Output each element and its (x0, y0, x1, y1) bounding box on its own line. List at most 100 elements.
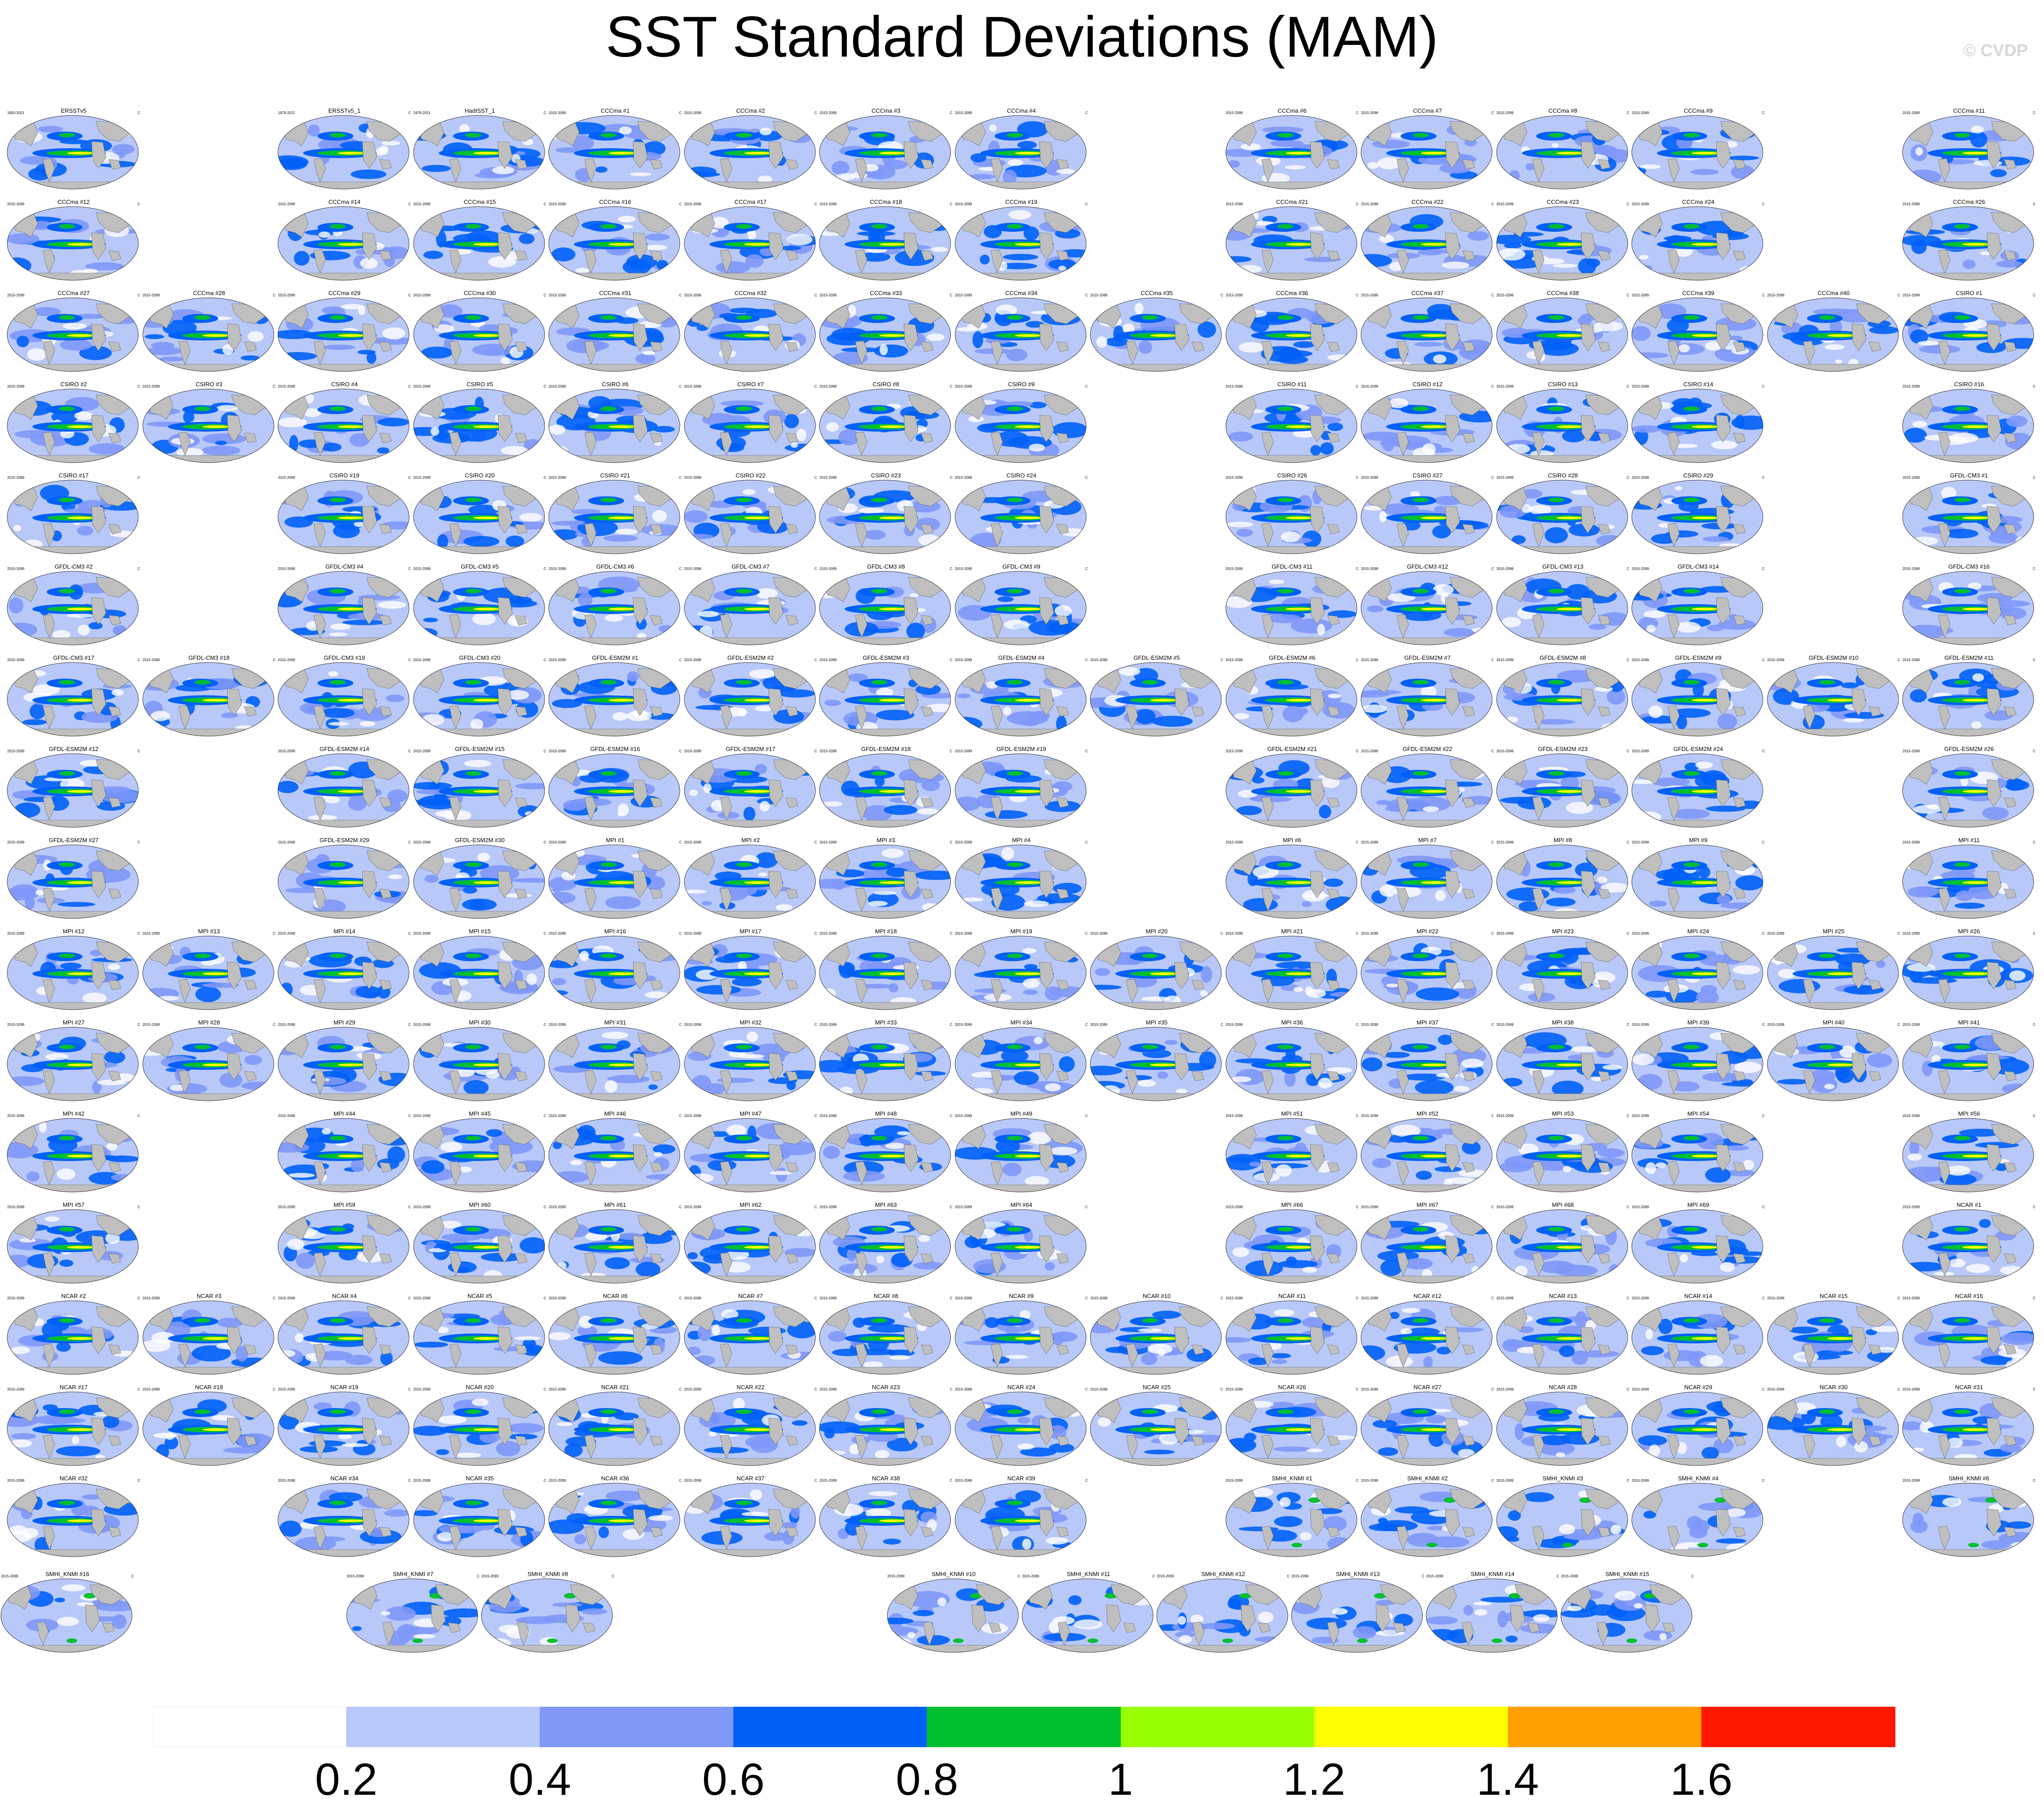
panel-units: C (1491, 1114, 1494, 1118)
map-panel: CCCma #27 2015-2099 C (6, 287, 141, 377)
sst-map (1361, 115, 1493, 190)
panel-title: GFDL-CM3 #2 (54, 563, 93, 570)
map-panel: CSIRO #16 2015-2099 C (1902, 378, 2036, 468)
panel-title: SMHI_KNMI #2 (1407, 1475, 1448, 1482)
sst-map (1902, 115, 2034, 190)
panel-title: GFDL-ESM2M #6 (1269, 654, 1316, 661)
colorbar-tick-label: 0.4 (508, 1754, 571, 1805)
panel-units: C (1356, 749, 1359, 753)
panel-units: C (137, 202, 140, 206)
panel-period: 2015-2099 (142, 1387, 160, 1391)
panel-units: C (1085, 567, 1088, 571)
panel-period: 2015-2099 (1632, 111, 1649, 115)
panel-period: 2015-2099 (278, 749, 295, 753)
sst-map (142, 1027, 274, 1101)
map-panel: NCAR #1 2015-2099 C (1902, 1199, 2036, 1289)
map-panel: NCAR #22 2015-2099 C (683, 1381, 818, 1471)
panel-title: NCAR #1 (1956, 1201, 1982, 1208)
panel-period: 1979-2021 (278, 111, 295, 115)
map-grid: ERSSTv5 1950-2021 C ERSSTv5_1 1979-2021 C HadI… (0, 105, 2036, 1653)
map-panel: MPI #57 2015-2099 C (6, 1199, 141, 1289)
sst-map (1361, 389, 1493, 463)
panel-title: CCCma #33 (870, 290, 902, 296)
panel-period: 2015-2099 (1496, 658, 1514, 662)
sst-map (1631, 1027, 1763, 1101)
sst-map (684, 753, 815, 828)
map-panel: CCCma #7 2015-2099 C (1360, 105, 1495, 194)
panel-period: 2015-2099 (955, 658, 972, 662)
panel-units: C (2033, 749, 2035, 753)
panel-units: C (543, 567, 546, 571)
panel-units: C (679, 567, 682, 571)
panel-period: 2015-2099 (1496, 1114, 1514, 1118)
panel-period: 2015-2099 (684, 1205, 701, 1209)
panel-units: C (950, 749, 952, 753)
panel-title: MPI #46 (604, 1110, 626, 1117)
map-panel: CCCma #19 2015-2099 C (954, 196, 1089, 286)
panel-units: C (1626, 384, 1630, 389)
map-panel: NCAR #14 2015-2099 C (1631, 1290, 1766, 1380)
map-panel: GFDL-ESM2M #3 2015-2099 C (819, 652, 953, 742)
panel-title: MPI #29 (333, 1019, 356, 1026)
panel-title: MPI #31 (604, 1019, 626, 1026)
panel-title: CCCma #3 (871, 107, 901, 114)
panel-title: NCAR #22 (736, 1384, 765, 1391)
panel-period: 2015-2099 (549, 202, 566, 206)
colorbar-tick-label: 0.8 (895, 1754, 958, 1805)
panel-title: CSIRO #8 (872, 381, 899, 388)
panel-period: 2015-2099 (1022, 1574, 1040, 1578)
panel-period: 2015-2099 (549, 1023, 566, 1027)
panel-title: MPI #41 (1958, 1019, 1980, 1026)
panel-units: C (543, 476, 546, 480)
sst-map (548, 389, 680, 463)
panel-period: 2015-2099 (7, 840, 25, 844)
map-panel: CSIRO #12 2015-2099 C (1360, 378, 1495, 468)
sst-map (1631, 115, 1763, 190)
panel-units: C (1356, 111, 1359, 115)
sst-map (819, 753, 951, 828)
colorbar-tick-label: 1.6 (1670, 1754, 1733, 1805)
map-panel: GFDL-ESM2M #7 2015-2099 C (1360, 652, 1495, 742)
panel-units: C (950, 840, 952, 844)
panel-period: 2015-2099 (1291, 1574, 1309, 1578)
sst-map (548, 480, 680, 554)
panel-title: SMHI_KNMI #3 (1542, 1475, 1583, 1482)
sst-map (1022, 1578, 1154, 1653)
sst-map (548, 844, 680, 919)
panel-period: 2015-2099 (278, 840, 295, 844)
panel-period: 2015-2099 (1225, 1023, 1243, 1027)
sst-map (819, 936, 951, 1010)
sst-map (7, 297, 139, 372)
panel-title: SMHI_KNMI #13 (1336, 1571, 1380, 1577)
sst-map (1225, 1391, 1357, 1466)
map-panel: GFDL-ESM2M #22 2015-2099 C (1360, 743, 1495, 833)
panel-period: 2015-2099 (1, 1574, 18, 1578)
panel-title: CSIRO #3 (195, 381, 223, 388)
sst-map (1631, 480, 1763, 554)
sst-map (1361, 297, 1493, 372)
panel-title: CSIRO #24 (1006, 472, 1036, 479)
sst-map (1496, 662, 1628, 737)
sst-map (1156, 1578, 1288, 1653)
panel-title: MPI #34 (1010, 1019, 1032, 1026)
panel-title: SMHI_KNMI #1 (1272, 1475, 1313, 1482)
panel-units: C (1897, 1023, 1900, 1027)
panel-period: 2015-2099 (1632, 202, 1649, 206)
sst-map (7, 936, 139, 1010)
sst-map (1496, 1209, 1628, 1284)
panel-period: 2015-2099 (549, 840, 566, 844)
map-panel: MPI #49 2015-2099 C (954, 1108, 1089, 1197)
panel-title: MPI #24 (1687, 928, 1709, 935)
panel-title: GFDL-CM3 #1 (1950, 472, 1988, 479)
map-panel: MPI #69 2015-2099 C (1631, 1199, 1766, 1289)
sst-map (1361, 206, 1493, 281)
sst-map (1496, 480, 1628, 554)
panel-period: 2015-2099 (413, 1205, 431, 1209)
panel-title: CCCma #1 (600, 107, 630, 114)
map-panel: MPI #61 2015-2099 C (548, 1199, 683, 1289)
sst-map (1090, 297, 1222, 372)
panel-units: C (2033, 293, 2035, 297)
map-panel: CSIRO #14 2015-2099 C (1631, 378, 1766, 468)
panel-units: C (137, 293, 140, 297)
sst-map (819, 1027, 951, 1101)
